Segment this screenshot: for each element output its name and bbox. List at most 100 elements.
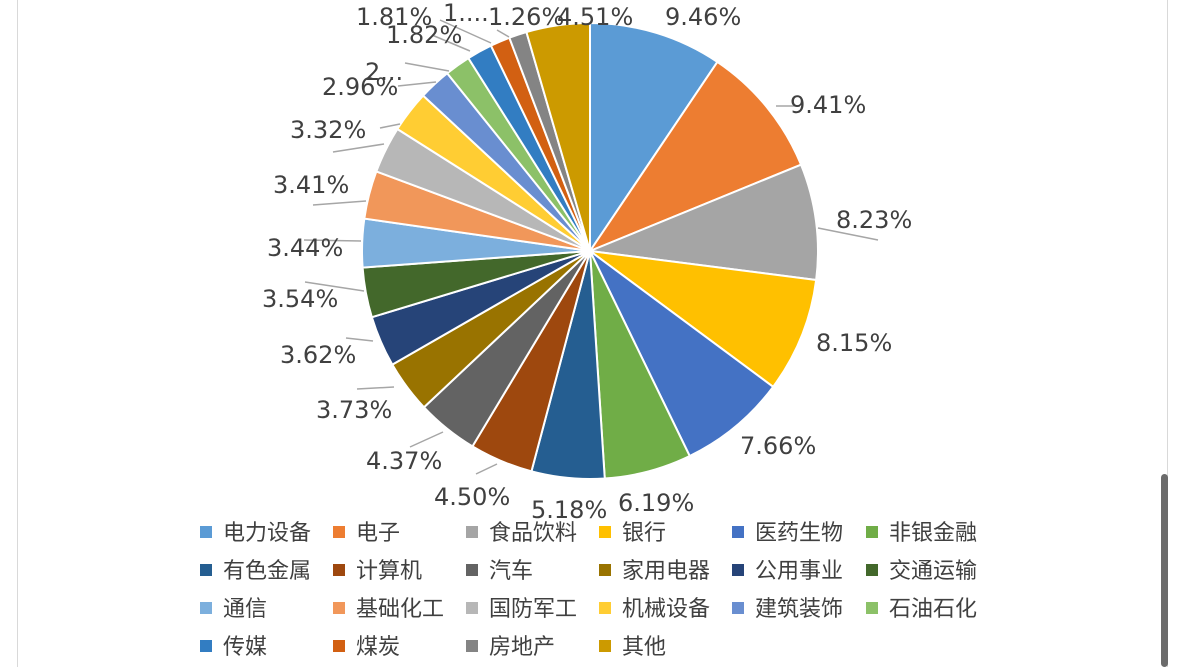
legend-label: 石油石化 [889,597,977,622]
frame-border-right [1167,0,1168,667]
data-label-10: 3.73% [316,396,392,424]
data-label-18: 1.82% [386,21,462,49]
legend-label: 建筑装饰 [755,597,843,622]
legend-label: 房地产 [489,635,555,660]
leader-line-16 [379,123,401,129]
legend-label: 医药生物 [755,521,843,546]
legend-item-2: 电子 [333,521,400,546]
legend-item-15: 国防军工 [466,597,577,622]
leader-line-19 [431,34,471,52]
data-label-12: 3.54% [262,285,338,313]
legend-label: 传媒 [223,635,267,660]
data-label-1: 9.46% [665,3,741,31]
legend-item-20: 煤炭 [333,635,400,660]
data-label-20: 1.... [443,0,489,27]
legend-label: 交通运输 [889,559,977,584]
leader-line-9 [409,431,444,448]
data-label-15: 3.32% [290,116,366,144]
pie-slice-4 [586,249,818,389]
legend-swatch [333,640,345,652]
vertical-scrollbar[interactable] [1161,474,1168,667]
legend-label: 基础化工 [356,597,444,622]
legend-swatch [866,564,878,576]
data-label-3: 8.23% [836,206,912,234]
leader-line-12 [304,281,365,292]
legend-swatch [599,602,611,614]
legend-item-5: 医药生物 [732,521,843,546]
data-label-11: 3.62% [280,341,356,369]
legend-label: 电子 [356,521,400,546]
legend-item-11: 公用事业 [732,559,843,584]
data-label-21: 1.26% [488,3,564,31]
legend-label: 煤炭 [356,635,400,660]
leader-line-18 [404,62,450,72]
data-label-17: 2... [365,58,403,86]
leader-line-3 [817,227,879,241]
data-label-13: 3.44% [267,234,343,262]
legend-swatch [732,564,744,576]
legend-item-9: 汽车 [466,559,533,584]
data-label-2: 9.41% [790,91,866,119]
legend-item-22: 其他 [599,635,666,660]
legend-item-3: 食品饮料 [466,521,577,546]
leader-line-11 [345,337,374,342]
data-label-19: 1.81% [356,3,432,31]
legend-label: 国防军工 [489,597,577,622]
legend-swatch [599,564,611,576]
legend-swatch [732,602,744,614]
pie-slice-1 [589,21,719,255]
legend-swatch [466,602,478,614]
legend-swatch [599,640,611,652]
legend-label: 有色金属 [223,559,311,584]
legend-swatch [466,640,478,652]
legend-item-1: 电力设备 [200,521,311,546]
pie-slice-5 [589,250,775,458]
data-label-9: 4.37% [366,447,442,475]
legend-item-8: 计算机 [333,559,422,584]
legend-label: 通信 [223,597,267,622]
data-label-4: 8.15% [816,329,892,357]
pie-slice-2 [587,60,803,254]
legend-swatch [466,526,478,538]
legend-label: 食品饮料 [489,521,577,546]
data-label-8: 4.50% [434,483,510,511]
legend-label: 公用事业 [755,559,843,584]
legend-swatch [200,640,212,652]
leader-line-17 [397,81,437,87]
legend-item-13: 通信 [200,597,267,622]
legend-swatch [200,526,212,538]
legend-item-19: 传媒 [200,635,267,660]
legend-label: 机械设备 [622,597,710,622]
leader-line-15 [332,143,385,153]
legend-swatch [732,526,744,538]
legend-swatch [866,526,878,538]
data-label-16: 2.96% [322,73,398,101]
frame-border-left [17,0,18,667]
legend-swatch [599,526,611,538]
legend-item-4: 银行 [599,521,666,546]
legend-swatch [466,564,478,576]
pie-slice-22 [525,21,591,252]
legend-swatch [200,564,212,576]
legend-label: 计算机 [356,559,422,584]
legend-label: 汽车 [489,559,533,584]
legend-swatch [333,602,345,614]
legend-swatch [866,602,878,614]
data-label-5: 7.66% [740,432,816,460]
legend-item-16: 机械设备 [599,597,710,622]
legend-swatch [333,526,345,538]
data-label-14: 3.41% [273,171,349,199]
legend-item-7: 有色金属 [200,559,311,584]
leader-line-20 [439,19,492,44]
legend-label: 其他 [622,635,666,660]
leader-line-14 [312,200,367,206]
legend-swatch [200,602,212,614]
leader-line-13 [303,239,362,242]
legend-label: 非银金融 [889,521,977,546]
data-label-7: 5.18% [531,496,607,524]
legend-item-10: 家用电器 [599,559,710,584]
legend-item-6: 非银金融 [866,521,977,546]
legend-label: 家用电器 [622,559,710,584]
